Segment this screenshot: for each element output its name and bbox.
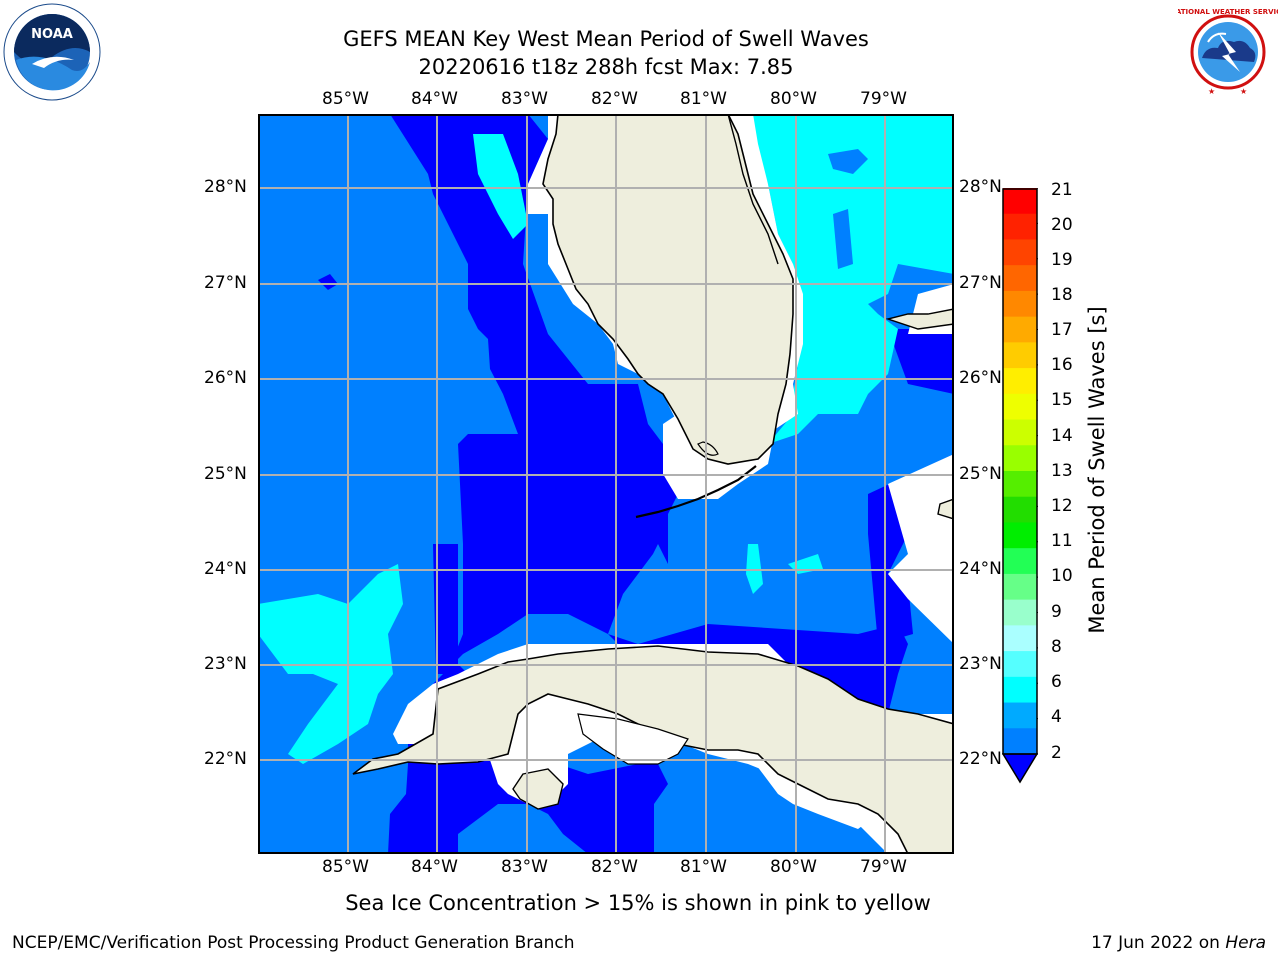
lon-label-top: 82°W [591, 89, 638, 109]
lon-label-bottom: 82°W [591, 857, 638, 877]
lat-label-left: 23°N [204, 654, 247, 674]
colorbar-segment [1003, 728, 1037, 755]
lon-label-top: 85°W [322, 89, 369, 109]
lat-label-right: 28°N [959, 177, 1002, 197]
lon-label-bottom: 80°W [770, 857, 817, 877]
colorbar-tick: 4 [1051, 707, 1062, 727]
lat-label-left: 25°N [204, 464, 247, 484]
colorbar-segment [1003, 573, 1037, 601]
colorbar-tick: 2 [1051, 743, 1062, 763]
colorbar-segment [1003, 316, 1037, 343]
swell-4-6-region [473, 134, 528, 239]
lon-label-top: 79°W [860, 89, 907, 109]
lat-label-left: 27°N [204, 273, 247, 293]
lat-label-left: 24°N [204, 559, 247, 579]
colorbar-segment [1003, 445, 1037, 472]
colorbar-segment [1003, 471, 1037, 498]
colorbar-segment [1003, 676, 1037, 704]
lat-label-right: 22°N [959, 749, 1002, 769]
colorbar-segment [1003, 239, 1037, 266]
svg-text:★: ★ [1240, 87, 1247, 96]
swell-below-2-region [318, 274, 338, 290]
swell-below-2-region [433, 544, 458, 674]
colorbar-segment [1003, 651, 1037, 678]
colorbar-tick: 11 [1051, 531, 1073, 551]
map-canvas [258, 113, 955, 855]
colorbar-tick: 10 [1051, 566, 1073, 586]
colorbar-segment [1003, 496, 1037, 523]
colorbar-tick: 13 [1051, 461, 1073, 481]
footer-date-text: 17 Jun 2022 on [1091, 933, 1226, 953]
lon-label-bottom: 85°W [322, 857, 369, 877]
svg-text:★: ★ [1208, 87, 1215, 96]
colorbar-tick: 18 [1051, 285, 1073, 305]
lat-label-right: 25°N [959, 464, 1002, 484]
swell-4-6-region [833, 209, 853, 269]
colorbar-title: Mean Period of Swell Waves [s] [1085, 306, 1109, 634]
colorbar-segment [1003, 522, 1037, 549]
lon-label-bottom: 81°W [680, 857, 727, 877]
colorbar-tick: 14 [1051, 426, 1073, 446]
colorbar-tick: 21 [1051, 180, 1073, 200]
footer-date: 17 Jun 2022 on Hera [1091, 933, 1266, 953]
lat-label-left: 26°N [204, 368, 247, 388]
colorbar-segment [1003, 290, 1037, 318]
land-keys [635, 465, 757, 519]
missing-data-region [888, 454, 954, 644]
lon-label-bottom: 79°W [860, 857, 907, 877]
swell-4-6-region [828, 149, 868, 174]
graticule [258, 114, 954, 854]
colorbar-tick: 12 [1051, 496, 1073, 516]
map-subtitle: 20220616 t18z 288h fcst Max: 7.85 [418, 55, 794, 79]
colorbar-segment [1003, 342, 1037, 369]
colorbar-tick: 20 [1051, 215, 1073, 235]
colorbar-tick: 15 [1051, 390, 1073, 410]
colorbar-segment [1003, 213, 1037, 240]
colorbar-tick: 19 [1051, 250, 1073, 270]
footer-credit: NCEP/EMC/Verification Post Processing Pr… [12, 933, 575, 953]
land-isle-of-youth [512, 768, 564, 810]
swell-4-6-region [753, 114, 954, 444]
colorbar-tick: 16 [1051, 355, 1073, 375]
colorbar-extend-arrow [1001, 753, 1039, 784]
colorbar-segment [1003, 265, 1037, 292]
sea-ice-caption: Sea Ice Concentration > 15% is shown in … [345, 891, 931, 915]
lat-label-left: 22°N [204, 749, 247, 769]
colorbar-segment [1003, 702, 1037, 729]
colorbar-segment [1003, 368, 1037, 395]
colorbar-tick: 6 [1051, 672, 1062, 692]
colorbar-segment [1003, 419, 1037, 446]
colorbar-tick: 17 [1051, 320, 1073, 340]
lat-label-right: 26°N [959, 368, 1002, 388]
swell-below-2-region [888, 329, 954, 394]
colorbar-segment [1003, 599, 1037, 626]
lon-label-bottom: 84°W [411, 857, 458, 877]
lat-label-right: 23°N [959, 654, 1002, 674]
land-florida [542, 113, 794, 465]
colorbar-segment [1003, 548, 1037, 575]
nws-logo-text: NATIONAL WEATHER SERVICE [1178, 8, 1278, 16]
colorbar-segment [1003, 188, 1037, 215]
colorbar-tick: 8 [1051, 637, 1062, 657]
lon-label-top: 80°W [770, 89, 817, 109]
lat-label-left: 28°N [204, 177, 247, 197]
lon-label-top: 84°W [411, 89, 458, 109]
nws-logo-icon: NATIONAL WEATHER SERVICE ★ ★ [1170, 2, 1280, 102]
colorbar-segment [1003, 625, 1037, 652]
colorbar-tick: 9 [1051, 602, 1062, 622]
noaa-logo-icon: NOAA [2, 2, 102, 102]
lon-label-top: 83°W [501, 89, 548, 109]
lon-label-top: 81°W [680, 89, 727, 109]
lat-label-right: 24°N [959, 559, 1002, 579]
lon-label-bottom: 83°W [501, 857, 548, 877]
map-border [258, 114, 954, 854]
noaa-logo-text: NOAA [31, 27, 73, 42]
map-title: GEFS MEAN Key West Mean Period of Swell … [343, 27, 869, 51]
land-cuba [352, 645, 955, 855]
swell-period-map [258, 113, 955, 855]
footer-host: Hera [1225, 933, 1266, 953]
lat-label-right: 27°N [959, 273, 1002, 293]
colorbar [1001, 187, 1039, 784]
colorbar-segment [1003, 393, 1037, 421]
